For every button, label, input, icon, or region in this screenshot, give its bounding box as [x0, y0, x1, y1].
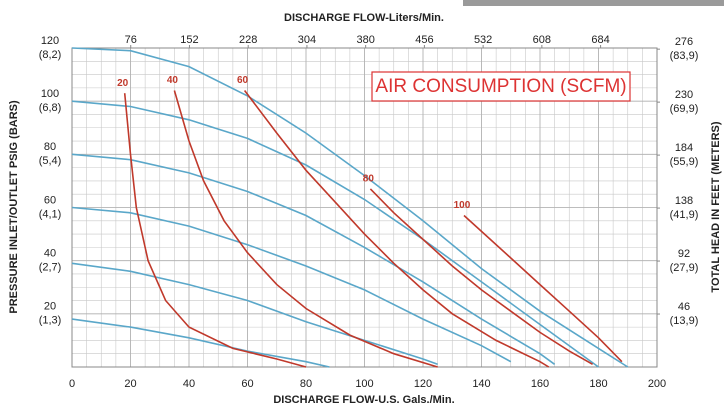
x2-tick-label: 456: [415, 34, 433, 46]
curve: [71, 318, 330, 368]
x-tick-label: 200: [648, 378, 666, 390]
y-tick-bar-label: (1,3): [39, 315, 62, 327]
curve-label: 60: [237, 75, 249, 86]
header-bar: [463, 0, 724, 6]
x2-tick-label: 608: [533, 34, 551, 46]
y-tick-label: 40: [44, 248, 56, 260]
x-tick-label: 0: [69, 378, 75, 390]
y-tick-label: 120: [41, 35, 59, 47]
curve-label: 40: [167, 75, 179, 86]
curve: [71, 153, 556, 365]
x2-tick-label: 684: [591, 34, 609, 46]
annotation-box: [371, 71, 631, 102]
x-tick-label: 60: [241, 378, 253, 390]
x-tick-label: 20: [124, 378, 136, 390]
y-tick-bar-label: (8,2): [39, 49, 62, 61]
y-tick-bar-label: (4,1): [39, 208, 62, 220]
y2-tick-label: 184: [675, 142, 693, 154]
curve: [369, 188, 593, 365]
curve: [71, 47, 629, 368]
x2-tick-label: 532: [474, 34, 492, 46]
y2-axis-title: TOTAL HEAD IN FEET (METERS): [710, 121, 722, 292]
x2-tick-label: 76: [125, 34, 137, 46]
y2-tick-label: 46: [678, 301, 690, 313]
x-tick-label: 140: [472, 378, 490, 390]
curve: [71, 206, 512, 363]
y-tick-label: 20: [44, 301, 56, 313]
y2-tick-meter-label: (55,9): [670, 156, 699, 168]
curve: [463, 214, 623, 363]
curve: [123, 93, 307, 368]
curve-label: 20: [117, 78, 129, 89]
y2-tick-label: 276: [675, 36, 693, 48]
x-tick-label: 180: [589, 378, 607, 390]
y2-tick-label: 92: [678, 248, 690, 260]
y-tick-label: 60: [44, 194, 56, 206]
y2-tick-meter-label: (69,9): [670, 103, 699, 115]
y-tick-label: 100: [41, 88, 59, 100]
x2-tick-label: 152: [180, 34, 198, 46]
curve: [173, 90, 438, 368]
y-axis-title: PRESSURE INLET/OUTLET PSIG (BARS): [8, 100, 20, 314]
x2-tick-label: 380: [356, 34, 374, 46]
y-tick-bar-label: (2,7): [39, 262, 62, 274]
y-tick-bar-label: (5,4): [39, 155, 62, 167]
y2-tick-label: 138: [675, 195, 693, 207]
x-tick-label: 40: [183, 378, 195, 390]
grid: [71, 47, 658, 368]
y2-tick-meter-label: (27,9): [670, 262, 699, 274]
curve: [71, 100, 599, 368]
x-tick-label: 160: [531, 378, 549, 390]
x-tick-label: 100: [355, 378, 373, 390]
curve: [243, 90, 550, 368]
curve-label: 80: [363, 174, 375, 185]
annotation: AIR CONSUMPTION (SCFM): [375, 76, 626, 97]
x2-tick-label: 304: [298, 34, 316, 46]
y2-tick-meter-label: (13,9): [670, 315, 699, 327]
y2-tick-label: 230: [675, 89, 693, 101]
y-tick-bar-label: (6,8): [39, 102, 62, 114]
y-tick-label: 80: [44, 141, 56, 153]
curve: [71, 262, 438, 366]
x2-tick-label: 228: [239, 34, 257, 46]
x-tick-label: 120: [414, 378, 432, 390]
curve-label: 100: [454, 200, 471, 211]
y2-tick-meter-label: (83,9): [670, 50, 699, 62]
x2-axis-title: DISCHARGE FLOW-Liters/Min.: [284, 12, 444, 24]
x-tick-label: 80: [300, 378, 312, 390]
x-axis-title: DISCHARGE FLOW-U.S. Gals./Min.: [273, 394, 454, 406]
y2-tick-meter-label: (41,9): [670, 209, 699, 221]
